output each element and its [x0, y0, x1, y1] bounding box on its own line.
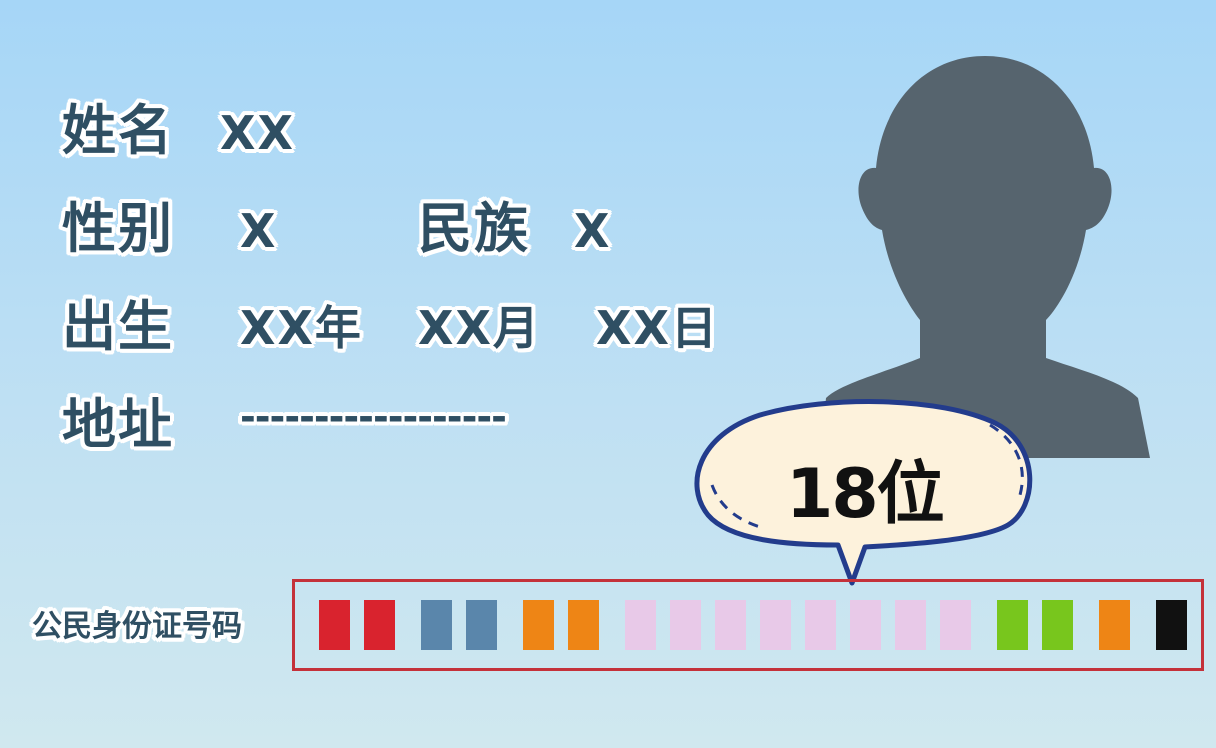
birth-year: XX年	[240, 301, 363, 355]
callout-text: 18位	[786, 455, 945, 534]
id-digit-cell	[1099, 600, 1130, 650]
ethnicity-label: 民族	[418, 197, 530, 260]
portrait-silhouette	[820, 56, 1150, 458]
id-digit-cell	[421, 600, 452, 650]
id-number-frame	[292, 579, 1204, 671]
address-value: ------------------	[240, 395, 507, 439]
id-digit-cell	[670, 600, 701, 650]
id-digit-cell	[940, 600, 971, 650]
gender-value: X	[240, 204, 278, 258]
id-digit-cell	[466, 600, 497, 650]
id-digit-cell	[895, 600, 926, 650]
id-digit-cell	[364, 600, 395, 650]
name-value: XX	[220, 106, 295, 160]
callout-bubble	[694, 399, 1033, 586]
id-digit-cell	[997, 600, 1028, 650]
id-digit-cell	[760, 600, 791, 650]
id-digit-cell	[568, 600, 599, 650]
address-label: 地址	[62, 393, 174, 456]
gender-label: 性别	[62, 197, 174, 260]
id-digit-cell	[523, 600, 554, 650]
id-digit-cell	[805, 600, 836, 650]
id-digit-cell	[1156, 600, 1187, 650]
birth-month: XX月	[418, 301, 541, 355]
id-digit-cell	[625, 600, 656, 650]
birth-label: 出生	[62, 295, 174, 358]
name-label: 姓名	[62, 99, 174, 162]
id-digit-cell	[850, 600, 881, 650]
birth-day: XX日	[596, 301, 719, 355]
id-digit-cell	[715, 600, 746, 650]
id-digit-cell	[1042, 600, 1073, 650]
ethnicity-value: X	[574, 204, 612, 258]
id-digit-cell	[319, 600, 350, 650]
id-number-label: 公民身份证号码	[32, 609, 242, 644]
